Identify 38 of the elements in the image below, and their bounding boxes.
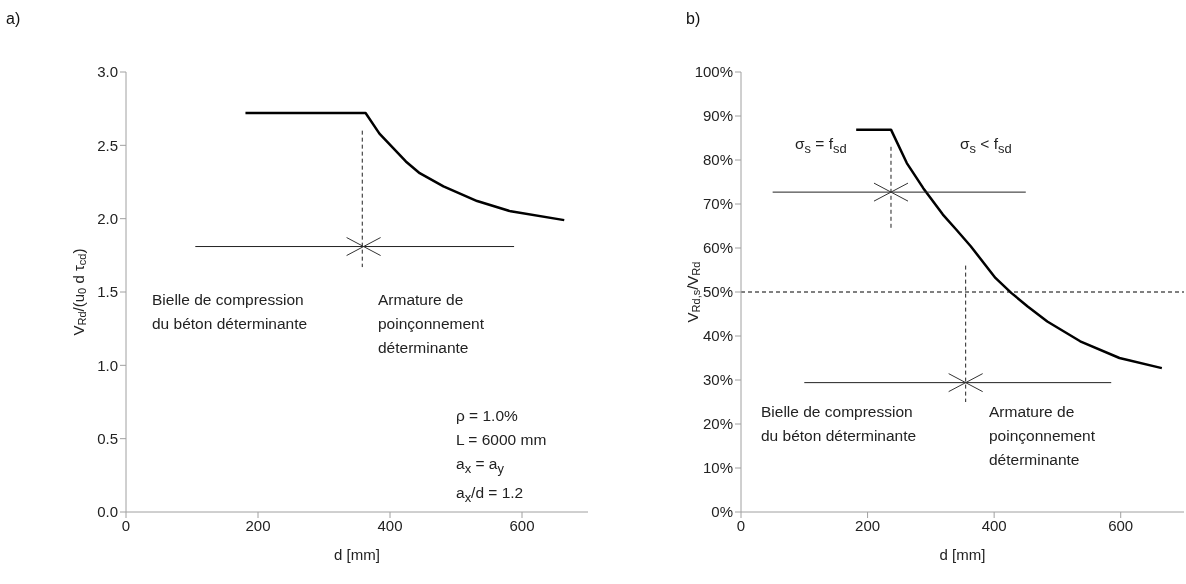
annotation: σ$_{s}$ = f$_{sd}$ <box>795 134 847 159</box>
y-tick-label: 3.0 <box>97 63 118 81</box>
y-tick-label: 0% <box>711 503 733 521</box>
x-tick-label: 400 <box>981 516 1007 534</box>
x-tick-label: 0 <box>736 516 746 534</box>
y-tick-label: 40% <box>702 327 733 345</box>
y-tick-label: 60% <box>702 239 733 257</box>
y-tick-label: 90% <box>702 107 733 125</box>
annotation: Armature de poinçonnement déterminante <box>378 290 484 358</box>
x-tick-label: 200 <box>245 516 271 534</box>
x-axis-title: d [mm] <box>334 546 380 563</box>
chart-title: a) <box>6 10 21 28</box>
y-tick-label: 2.0 <box>97 209 118 227</box>
x-tick-label: 200 <box>855 516 881 534</box>
y-tick-label: 20% <box>702 415 733 433</box>
annotation: Bielle de compression du béton déterminante <box>761 402 917 446</box>
line-series <box>244 111 566 222</box>
y-tick-label: 100% <box>694 63 733 81</box>
y-tick-label: 50% <box>702 283 733 301</box>
y-tick-label: 0.5 <box>97 429 118 447</box>
x-tick-label: 600 <box>509 516 535 534</box>
annotation: Armature de poinçonnement déterminante <box>989 402 1095 470</box>
chart-title: b) <box>686 10 701 28</box>
text: ρ = 1.0% L = 6000 mm a$_{x}$ = a$_{y}$ a$_{x}$/d = 1.2 <box>456 407 547 506</box>
y-tick-label: 30% <box>702 371 733 389</box>
y-tick-label: 2.5 <box>97 136 118 154</box>
x-tick-label: 400 <box>377 516 403 534</box>
y-tick-label: 80% <box>702 151 733 169</box>
x-tick-label: 0 <box>121 516 131 534</box>
y-tick-label: 1.5 <box>97 283 118 301</box>
annotation: Bielle de compression du béton déterminante <box>152 290 308 334</box>
x-tick-label: 600 <box>1108 516 1134 534</box>
annotation: σ$_{s}$ < f$_{sd}$ <box>960 134 1012 159</box>
y-tick-label: 1.0 <box>97 356 118 374</box>
y-tick-label: 0.0 <box>97 503 118 521</box>
y-tick-label: 70% <box>702 195 733 213</box>
x-axis-title: d [mm] <box>939 546 986 563</box>
y-tick-label: 10% <box>702 459 733 477</box>
